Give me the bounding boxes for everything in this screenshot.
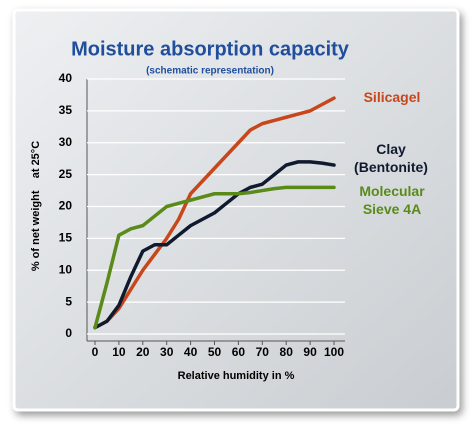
chart-background [12, 8, 460, 412]
y-tick-label: 30 [59, 135, 73, 149]
x-tick-label: 10 [112, 345, 126, 359]
x-tick-label: 70 [256, 345, 270, 359]
y-tick-label: 35 [59, 103, 73, 117]
y-tick-label: 20 [59, 199, 73, 213]
x-tick-label: 90 [303, 345, 317, 359]
x-tick-label: 20 [136, 345, 150, 359]
y-tick-label: 40 [59, 71, 73, 85]
y-axis-label: % of net weight at 25°C [30, 141, 42, 271]
y-tick-label: 25 [59, 167, 73, 181]
x-tick-label: 50 [208, 345, 222, 359]
x-tick-label: 40 [184, 345, 198, 359]
series-line [93, 96, 336, 330]
y-tick-label: 0 [65, 326, 72, 340]
x-axis-label: Relative humidity in % [178, 370, 295, 382]
legend-label: Silicagel [363, 89, 421, 105]
x-tick-label: 0 [92, 345, 99, 359]
series-line [93, 185, 336, 330]
x-tick-label: 80 [280, 345, 294, 359]
chart-subtitle: (schematic representation) [146, 66, 274, 77]
legend-label: Molecular Sieve 4A [359, 183, 425, 217]
y-tick-label: 10 [59, 262, 73, 276]
y-tick-label: 15 [59, 231, 73, 245]
x-tick-label: 60 [232, 345, 246, 359]
series-line [93, 160, 336, 330]
chart-title: Moisture absorption capacity [71, 38, 350, 60]
legend-label: Clay (Bentonite) [354, 141, 428, 175]
y-tick-label: 5 [65, 294, 72, 308]
x-tick-label: 30 [160, 345, 174, 359]
x-tick-label: 100 [324, 345, 344, 359]
